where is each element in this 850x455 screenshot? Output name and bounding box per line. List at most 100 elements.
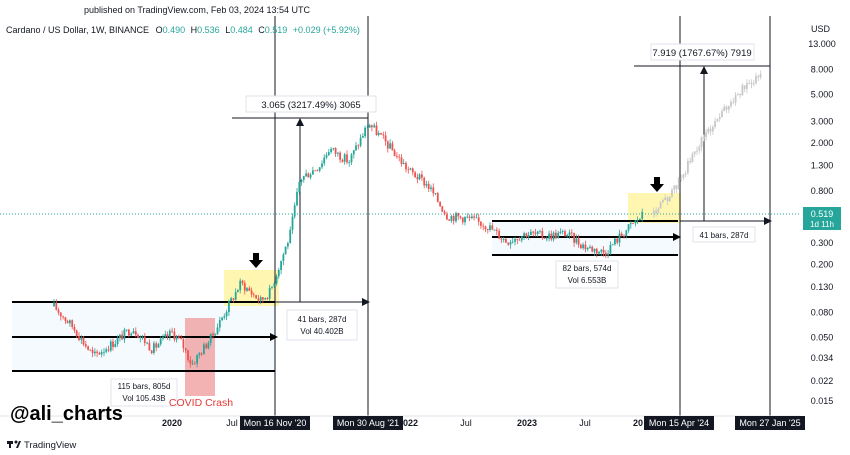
candle-body [655,210,657,213]
candle-body [491,225,494,230]
candle-body [216,327,219,335]
candle-body [212,333,214,336]
candle-body [105,349,108,352]
candle-body [327,152,330,156]
bars-box-2 [692,226,756,243]
candle-body [536,231,539,234]
candle-body [73,327,76,331]
candle-body [180,337,183,340]
candle-body [71,320,74,327]
candle-body [689,161,692,163]
candle-body [502,238,505,240]
date-badge-4: Mon 27 Jan '25 [739,418,800,428]
candle-body [586,247,589,250]
candle-body [153,343,155,353]
candle-body [659,202,662,209]
candle-body [427,183,430,189]
candle-body [584,244,587,250]
candle-body [230,298,232,301]
candle-body [55,302,58,310]
candle-body [518,239,521,241]
candle-body [566,235,569,237]
candle-body [409,168,412,170]
candle-body [716,119,719,121]
candle-body [486,229,489,230]
date-badge-3-bg [644,416,714,430]
candle-body [604,252,607,256]
candle-body [287,243,289,247]
candle-body [262,297,264,300]
candle-body [209,333,212,343]
measure-h-1-arrow [362,298,370,306]
candle-body [425,183,428,186]
candle-body [725,106,728,110]
candle-body [362,136,364,138]
candle-body [675,185,678,189]
candle-body [600,249,603,252]
time-label-2020: 2020 [162,418,182,428]
candle-body [416,177,419,180]
candle-body [625,230,628,236]
candle-body [714,121,716,127]
bars-box-4 [555,260,619,289]
candle-body [436,193,439,202]
time-label-jul-2022: Jul [460,418,472,428]
candle-body [396,156,398,157]
down-arrow-icon-1 [249,253,263,268]
candle-body [107,349,110,351]
candle-body [157,344,160,348]
price-tick-1: 8.000 [811,65,834,75]
candle-body [343,154,346,162]
candle-body [405,163,407,170]
candle-body [371,125,373,128]
candle-body [541,230,544,238]
candle-body [103,351,105,353]
time-label-jul-2023: Jul [579,418,591,428]
candle-body [520,236,523,241]
candle-body [255,295,257,299]
candle-body [289,229,292,244]
candle-body [312,170,314,175]
candle-body [66,320,69,324]
candle-body [339,152,341,160]
candle-body [300,179,303,182]
candle-body [80,337,83,340]
candle-body [259,297,262,301]
candle-body [705,132,707,137]
candle-body [461,217,464,223]
candle-body [641,212,644,219]
c-value: 0.519 [265,25,288,35]
candle-body [246,288,248,291]
candle-body [493,229,496,231]
candle-body [273,283,276,287]
price-tick-0: 13.000 [808,39,836,49]
candle-body [545,238,548,240]
candle-body [252,294,255,296]
countdown: 1d 11h [810,220,834,229]
candle-body [232,298,235,300]
candle-body [330,148,332,153]
candle-body [623,235,625,237]
watermark: @ali_charts [10,403,123,425]
time-label-jul-2020: Jul [226,418,238,428]
price-tick-6: 0.800 [811,186,834,196]
candle-body [759,74,762,78]
candle-body [59,312,62,317]
candle-body [593,248,596,252]
price-axis[interactable]: 13.000 8.000 5.000 3.000 2.000 1.300 0.800 0.30… [808,39,836,406]
candle-body [727,106,730,110]
candle-body [439,201,441,207]
candle-body [559,231,562,233]
candle-body [234,292,237,300]
candle-body [555,232,557,239]
candle-body [166,334,169,337]
candle-body [150,350,153,354]
candle-body [550,233,553,240]
candle-body [707,128,710,133]
candle-body [611,244,614,246]
candle-body [589,246,591,248]
price-tick-2: 5.000 [811,89,834,99]
time-label-2024: 20 [633,418,643,428]
candle-body [196,355,198,364]
